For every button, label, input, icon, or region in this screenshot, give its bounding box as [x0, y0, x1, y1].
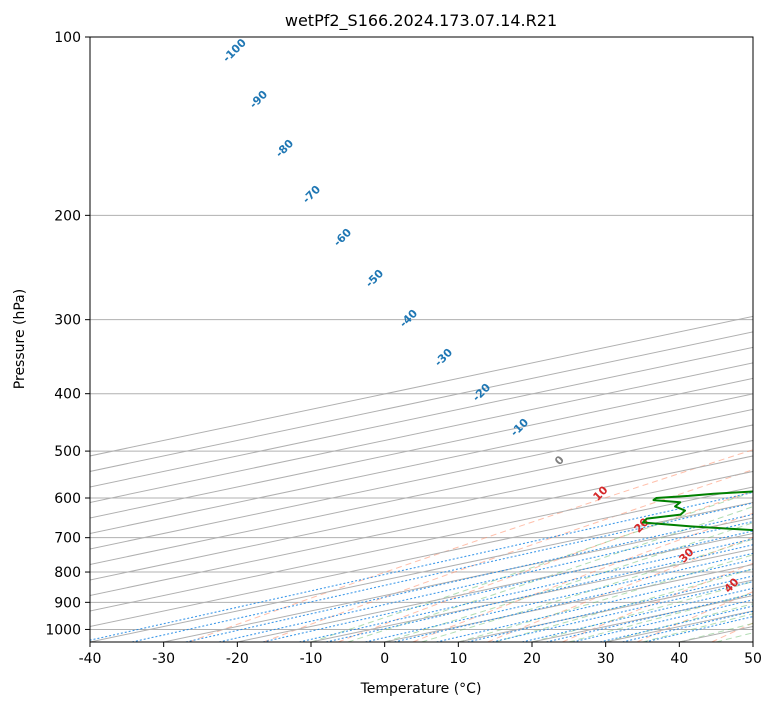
moist-adiabat-line: [642, 613, 753, 642]
dry-adiabat-line: [487, 536, 753, 642]
isotherm-line: [90, 439, 753, 581]
isotherm-label: -90: [247, 88, 270, 111]
mixing-ratio-line: [262, 530, 753, 642]
isotherm-label: -20: [470, 381, 493, 404]
mixing-ratio-line: [218, 520, 753, 642]
x-tick-label: 20: [523, 651, 541, 667]
y-axis-label: Pressure (hPa): [12, 289, 28, 389]
isotherm-label: -100: [220, 36, 249, 65]
mixing-ratio-line: [299, 538, 753, 642]
plot-frame: [89, 36, 754, 643]
plot-area: 0.10.20.40.611.52346810131620253036-100-…: [90, 36, 753, 642]
isotherm-label: -60: [331, 226, 354, 249]
moist-adiabat-line: [568, 592, 753, 642]
x-tick-label: -30: [152, 651, 175, 667]
mixing-ratio-line: [467, 575, 753, 642]
mixing-ratio-line: [131, 502, 753, 642]
moist-adiabat-line: [716, 632, 753, 642]
isotherm-label: 40: [722, 575, 742, 595]
x-tick-label: -20: [226, 651, 249, 667]
isotherm-line: [90, 486, 753, 628]
x-tick-label: 50: [744, 651, 762, 667]
mixing-ratio-line: [546, 593, 753, 642]
moist-adiabat-line: [384, 522, 753, 642]
x-tick-label: 30: [597, 651, 615, 667]
isotherm-line: [237, 532, 753, 642]
isotherm-label: 0: [552, 453, 567, 468]
y-tick-label: 800: [54, 565, 81, 581]
y-tick-label: 1000: [45, 622, 81, 638]
mixing-ratio-line: [185, 513, 753, 642]
isotherm-line: [90, 455, 753, 596]
isotherm-label: -30: [432, 346, 455, 369]
y-tick-label: 500: [54, 444, 81, 460]
isotherm-label: -50: [363, 267, 386, 290]
chart-title: wetPf2_S166.2024.173.07.14.R21: [285, 11, 557, 31]
mixing-ratio-line: [521, 587, 753, 642]
isotherm-line: [90, 501, 753, 642]
isotherm-label: -70: [300, 183, 323, 206]
dry-adiabat-line: [562, 562, 753, 642]
dry-adiabat-line: [188, 449, 753, 642]
y-tick-label: 100: [54, 30, 81, 46]
dewpoint-profile-line: [641, 490, 753, 532]
x-tick-label: -10: [300, 651, 323, 667]
dry-adiabat-line: [263, 469, 753, 642]
isotherm-line: [752, 641, 753, 642]
y-tick-label: 600: [54, 491, 81, 507]
isotherm-line: [90, 393, 753, 534]
x-axis-label: Temperature (°C): [360, 681, 482, 697]
isotherm-line: [90, 346, 753, 488]
mixing-ratio-line: [436, 568, 753, 642]
isotherm-label: -40: [397, 307, 420, 330]
mixing-ratio-line: [622, 610, 753, 642]
isotherm-line: [458, 579, 753, 642]
mixing-ratio-line: [492, 580, 753, 642]
y-tick-label: 900: [54, 595, 81, 611]
moist-adiabat-line: [531, 581, 753, 642]
isotherm-line: [90, 331, 753, 472]
y-tick-label: 300: [54, 313, 81, 329]
y-tick-label: 400: [54, 387, 81, 403]
x-tick-label: 10: [449, 651, 467, 667]
isotherm-line: [163, 517, 753, 642]
isotherm-line: [90, 470, 753, 612]
moist-adiabat-line: [347, 506, 753, 642]
isotherm-label: -10: [508, 416, 531, 439]
isotherm-line: [531, 594, 753, 642]
moist-adiabat-line: [679, 622, 753, 642]
axes: -40 -30 -20 -10 0 10 20 30 40 5010020030040050060…: [45, 30, 762, 667]
isotherm-line: [90, 424, 753, 565]
isotherm-line: [384, 563, 753, 642]
isotherm-line: [90, 377, 753, 519]
y-tick-label: 700: [54, 531, 81, 547]
y-tick-label: 200: [54, 208, 81, 224]
mixing-ratio-line: [90, 491, 753, 641]
x-tick-label: -40: [79, 651, 102, 667]
isotherm-line: [679, 625, 753, 642]
isotherm-label: -80: [273, 137, 296, 160]
mixing-ratio-line: [325, 544, 753, 642]
x-tick-label: 0: [380, 651, 389, 667]
isotherm-line: [90, 362, 753, 503]
isotherm-line: [90, 408, 753, 550]
x-tick-label: 40: [670, 651, 688, 667]
isotherm-line: [90, 315, 753, 457]
mixing-ratio-line: [645, 616, 753, 642]
